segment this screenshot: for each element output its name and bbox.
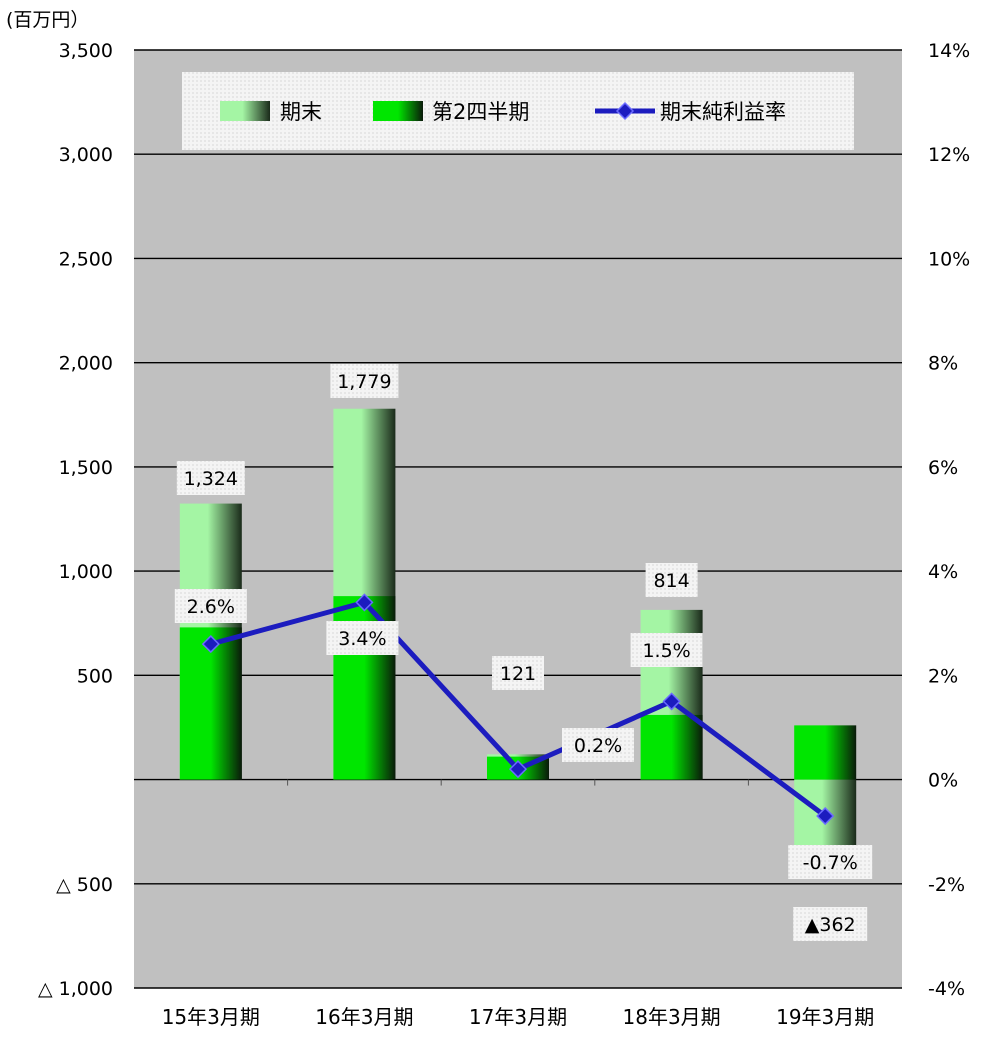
line-label-4-box <box>788 845 873 879</box>
line-label-0: 2.6% <box>187 596 235 618</box>
legend-swatch-final <box>220 101 270 121</box>
line-marker-4 <box>816 806 835 826</box>
bar-q2-4 <box>794 725 857 780</box>
line-label-1-box <box>326 621 399 655</box>
y-right-tick-label: -2% <box>928 874 965 896</box>
y-right-tick-label: 0% <box>928 770 958 792</box>
bar-label-3-box <box>645 563 698 597</box>
line-label-3-box <box>630 633 703 667</box>
line-label-0-box <box>174 589 247 623</box>
line-marker-2 <box>508 760 528 779</box>
legend-swatch-marker <box>615 101 635 121</box>
unit-label: (百万円） <box>6 9 89 31</box>
y-left-tick-label: 1,500 <box>59 457 113 479</box>
bar-label-0-box <box>176 461 245 495</box>
line-label-2-box <box>562 728 634 762</box>
line-label-3: 1.5% <box>642 640 690 662</box>
x-tick-label: 18年3月期 <box>623 1005 721 1029</box>
y-right-tick-label: 10% <box>928 248 970 270</box>
x-tick-label: 16年3月期 <box>315 1005 413 1029</box>
y-right-tick-label: 8% <box>928 353 958 375</box>
legend-label-q2: 第2四半期 <box>432 100 529 124</box>
legend-box <box>182 72 854 150</box>
bar-label-2: 121 <box>500 663 536 685</box>
bar-label-3: 814 <box>653 570 689 592</box>
legend-label-line: 期末純利益率 <box>660 100 786 124</box>
line-marker-1 <box>355 593 374 612</box>
y-right-tick-label: 4% <box>928 561 958 583</box>
y-right-tick-label: 2% <box>928 665 958 687</box>
bar-q2-3 <box>640 714 703 780</box>
y-right-tick-label: 14% <box>928 40 970 62</box>
bar-label-0: 1,324 <box>184 468 238 490</box>
legend-swatch-q2 <box>373 101 423 121</box>
y-left-tick-label: 1,000 <box>59 561 113 583</box>
y-left-tick-label: △ 500 <box>56 874 113 896</box>
y-left-tick-label: 500 <box>77 665 113 687</box>
line-label-4: -0.7% <box>803 852 858 874</box>
y-left-tick-label: 3,000 <box>59 144 113 166</box>
bar-label-1: 1,779 <box>337 371 391 393</box>
line-marker-0 <box>201 635 220 654</box>
bar-label-4-box <box>793 907 868 941</box>
y-right-tick-label: 6% <box>928 457 958 479</box>
y-right-tick-label: 12% <box>928 144 970 166</box>
bar-label-2-box <box>492 656 544 690</box>
x-tick-label: 17年3月期 <box>469 1005 567 1029</box>
line-label-2: 0.2% <box>574 735 622 757</box>
x-tick-label: 15年3月期 <box>162 1005 260 1029</box>
x-tick-label: 19年3月期 <box>776 1005 874 1029</box>
legend-label-final: 期末 <box>280 100 322 124</box>
line-marker-3 <box>662 692 681 711</box>
line-label-1: 3.4% <box>338 628 386 650</box>
y-left-tick-label: 2,500 <box>59 248 113 270</box>
y-left-tick-label: △ 1,000 <box>38 978 113 1000</box>
bar-label-1-box <box>330 364 399 398</box>
y-left-tick-label: 2,000 <box>59 353 113 375</box>
y-right-tick-label: -4% <box>928 978 965 1000</box>
bar-label-4: ▲362 <box>805 914 856 936</box>
plot-area <box>134 50 902 988</box>
y-left-tick-label: 3,500 <box>59 40 113 62</box>
